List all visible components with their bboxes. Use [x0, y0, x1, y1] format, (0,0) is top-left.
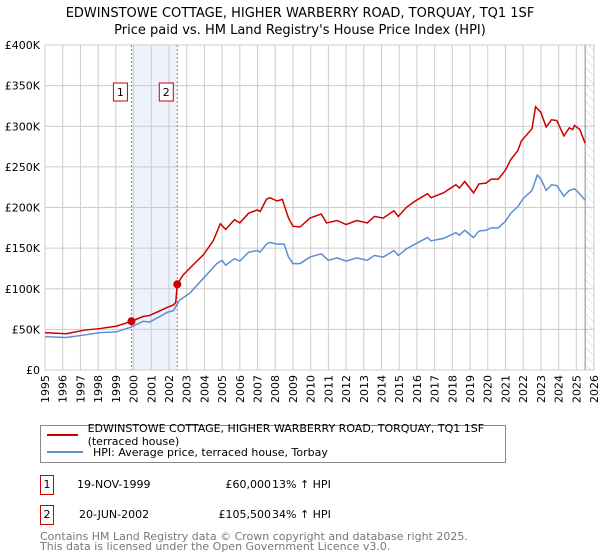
transaction-number: 1: [40, 475, 54, 495]
x-tick-label: 2012: [340, 375, 353, 403]
x-tick-label: 2019: [464, 375, 477, 403]
x-tick-label: 2016: [411, 375, 424, 403]
plot-area: 1995 1996 1997 1998 1999 2000 2001 2002 2003 2004…: [5, 39, 600, 403]
x-tick-label: 2014: [375, 375, 388, 403]
transaction-hpi: 34% ↑ HPI: [272, 508, 331, 521]
footer-line1: Contains HM Land Registry data © Crown c…: [40, 530, 468, 543]
x-tick-label: 2023: [535, 375, 548, 403]
x-tick-label: 2001: [145, 375, 158, 403]
y-tick-label: £100K: [5, 283, 41, 296]
x-tick-label: 2018: [446, 375, 459, 403]
footer-line2: This data is licensed under the Open Gov…: [40, 540, 391, 553]
x-tick-label: 1995: [39, 375, 52, 403]
x-tick-label: 1999: [110, 375, 123, 403]
x-tick-label: 2015: [393, 375, 406, 403]
legend-item-hpi: HPI: Average price, terraced house, Torb…: [41, 444, 328, 460]
plot-border: [44, 44, 595, 371]
x-tick-label: 2003: [181, 375, 194, 403]
sale-label: 2: [163, 86, 170, 99]
x-tick-label: 1998: [92, 375, 105, 403]
y-tick-label: £350K: [5, 80, 41, 93]
chart-subtitle: Price paid vs. HM Land Registry's House …: [114, 23, 486, 38]
y-tick-label: £200K: [5, 202, 41, 215]
x-tick-label: 2024: [553, 375, 566, 403]
x-tick-label: 2005: [216, 375, 229, 403]
legend-label: HPI: Average price, terraced house, Torb…: [93, 445, 328, 459]
transaction-price: £60,000: [225, 478, 272, 491]
legend-label: EDWINSTOWE COTTAGE, HIGHER WARBERRY ROAD…: [87, 422, 485, 448]
x-tick-label: 1997: [74, 375, 87, 403]
legend-swatch-blue: [47, 451, 83, 453]
x-tick-label: 2010: [305, 375, 318, 403]
footer: Contains HM Land Registry data © Crown c…: [40, 530, 468, 553]
chart-title: EDWINSTOWE COTTAGE, HIGHER WARBERRY ROAD…: [65, 6, 535, 21]
x-tick-label: 2013: [358, 375, 371, 403]
sale-label-box: [112, 82, 128, 102]
x-tick-label: 2002: [163, 375, 176, 403]
y-tick-label: £400K: [5, 39, 41, 52]
x-tick-label: 2011: [322, 375, 335, 403]
sale-point: [127, 317, 136, 326]
x-tick-label: 2006: [234, 375, 247, 403]
x-tick-label: 2021: [499, 375, 512, 403]
transaction-number: 2: [40, 505, 54, 525]
x-tick-label: 1996: [57, 375, 70, 403]
x-tick-label: 2000: [128, 375, 141, 403]
transaction-date: 20-JUN-2002: [79, 508, 150, 521]
y-tick-label: £300K: [5, 120, 41, 133]
y-tick-label: £50K: [12, 323, 41, 336]
property-price-line: [44, 105, 586, 335]
x-tick-label: 2004: [198, 375, 211, 403]
y-tick-label: £0: [26, 364, 40, 377]
y-tick-label: £250K: [5, 161, 41, 174]
transaction-price: £105,500: [218, 508, 272, 521]
x-tick-label: 2022: [517, 375, 530, 403]
x-tick-label: 2008: [269, 375, 282, 403]
x-tick-label: 2026: [588, 375, 600, 403]
hpi-line: [44, 173, 586, 339]
x-tick-label: 2020: [482, 375, 495, 403]
x-tick-label: 2017: [429, 375, 442, 403]
x-tick-label: 2025: [570, 375, 583, 403]
transaction-date: 19-NOV-1999: [77, 478, 151, 491]
sale-label: 1: [117, 86, 124, 99]
y-tick-label: £150K: [5, 242, 41, 255]
legend-swatch-red: [47, 434, 78, 436]
transaction-hpi: 13% ↑ HPI: [272, 478, 331, 491]
legend: EDWINSTOWE COTTAGE, HIGHER WARBERRY ROAD…: [40, 422, 506, 463]
sale-point: [173, 280, 182, 289]
legend-item-property: EDWINSTOWE COTTAGE, HIGHER WARBERRY ROAD…: [41, 422, 505, 448]
x-tick-label: 2007: [252, 375, 265, 403]
x-tick-label: 2009: [287, 375, 300, 403]
sale-label-box: [158, 82, 174, 102]
